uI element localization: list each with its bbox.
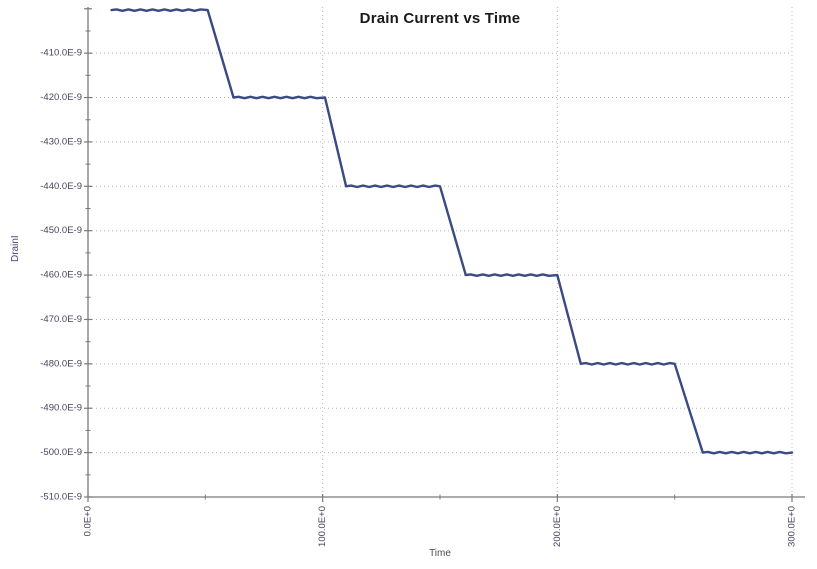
y-tick-label: -450.0E-9	[40, 225, 82, 236]
chart-title: Drain Current vs Time	[359, 10, 521, 27]
y-tick-label: -500.0E-9	[40, 447, 82, 458]
x-tick-label: 300.0E+0	[787, 506, 798, 547]
y-tick-label: -440.0E-9	[40, 181, 82, 192]
data-series-line	[110, 8, 794, 455]
y-tick-label: -460.0E-9	[40, 270, 82, 281]
x-tick-label: 100.0E+0	[317, 506, 328, 547]
x-tick-label: 200.0E+0	[552, 506, 563, 547]
y-tick-label: -490.0E-9	[40, 403, 82, 414]
y-tick-label: -510.0E-9	[40, 492, 82, 503]
y-tick-label: -480.0E-9	[40, 358, 82, 369]
x-tick-label: 0.0E+0	[83, 506, 94, 536]
x-axis-title: Time	[429, 548, 451, 559]
y-tick-label: -410.0E-9	[40, 48, 82, 59]
y-tick-label: -470.0E-9	[40, 314, 82, 325]
y-tick-label: -430.0E-9	[40, 136, 82, 147]
y-tick-label: -420.0E-9	[40, 92, 82, 103]
y-axis-title: DrainI	[10, 235, 21, 262]
